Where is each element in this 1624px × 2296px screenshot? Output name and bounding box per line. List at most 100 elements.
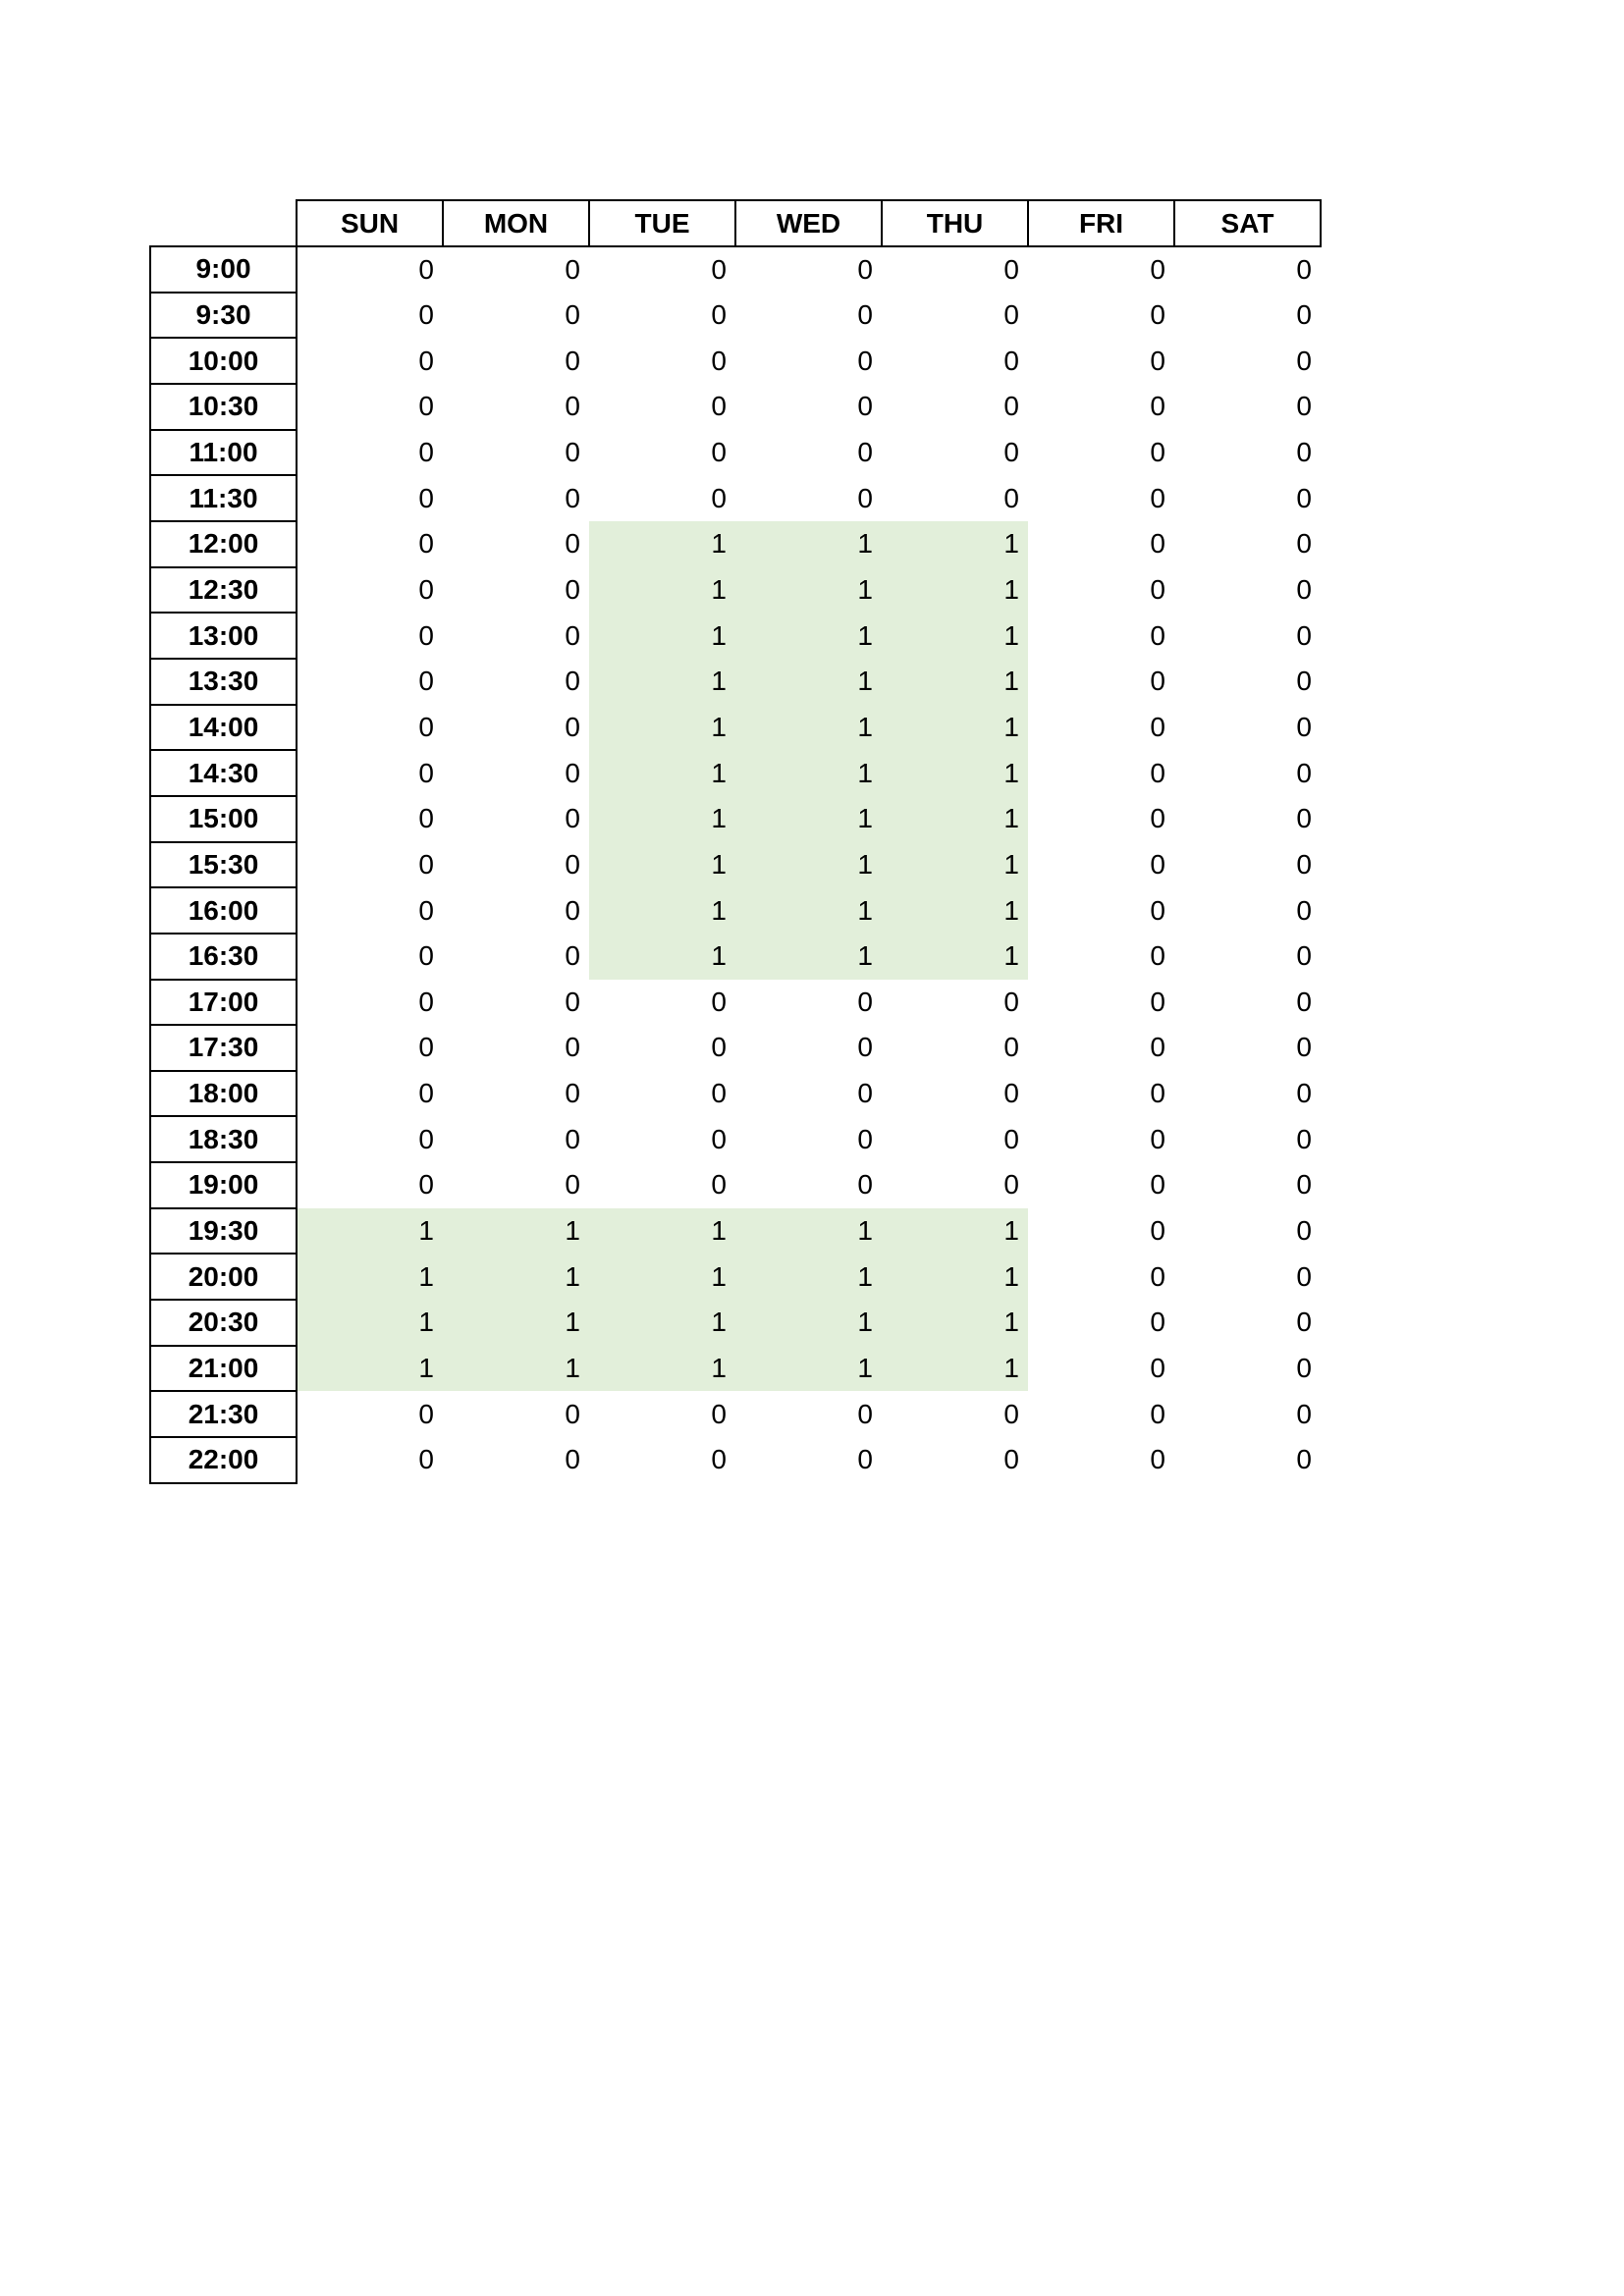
slot-cell-wed: 1 bbox=[735, 841, 882, 888]
slot-cell-tue: 1 bbox=[589, 1345, 735, 1392]
time-label: 19:30 bbox=[149, 1206, 298, 1255]
slot-cell-wed: 0 bbox=[857, 1169, 873, 1201]
slot-cell-tue: 1 bbox=[589, 704, 735, 751]
slot-cell-tue: 0 bbox=[711, 1032, 727, 1063]
schedule-row: 19:30 1 1 1 1 1 0 0 bbox=[149, 1206, 1321, 1255]
slot-cell-tue: 0 bbox=[711, 1398, 727, 1429]
time-label: 21:30 bbox=[149, 1390, 298, 1439]
schedule-row: 12:00 0 0 1 1 1 0 0 bbox=[149, 519, 1321, 568]
schedule-row: 19:00 0 0 0 0 0 0 0 bbox=[149, 1161, 1321, 1209]
time-label: 20:00 bbox=[149, 1253, 298, 1302]
slot-cell-wed: 0 bbox=[857, 482, 873, 513]
slot-cell-fri: 0 bbox=[1150, 253, 1165, 285]
slot-cell-thu: 0 bbox=[1003, 436, 1019, 467]
slot-cell-sat: 0 bbox=[1296, 1307, 1312, 1338]
slot-cell-sun: 0 bbox=[418, 345, 434, 376]
slot-cell-wed: 0 bbox=[857, 253, 873, 285]
slot-cell-fri: 0 bbox=[1150, 803, 1165, 834]
slot-cell-sat: 0 bbox=[1296, 803, 1312, 834]
slot-cell-fri: 0 bbox=[1150, 848, 1165, 880]
slot-cell-tue: 1 bbox=[589, 841, 735, 888]
slot-cell-sat: 0 bbox=[1296, 1123, 1312, 1154]
schedule-row: 13:30 0 0 1 1 1 0 0 bbox=[149, 657, 1321, 706]
slot-cell-tue: 1 bbox=[589, 750, 735, 796]
slot-cell-tue: 0 bbox=[711, 391, 727, 422]
time-label: 10:30 bbox=[149, 382, 298, 431]
slot-cell-fri: 0 bbox=[1150, 573, 1165, 605]
slot-cell-sat: 0 bbox=[1296, 666, 1312, 697]
schedule-row: 18:30 0 0 0 0 0 0 0 bbox=[149, 1115, 1321, 1164]
slot-cell-tue: 0 bbox=[711, 482, 727, 513]
slot-cell-tue: 1 bbox=[589, 658, 735, 705]
slot-cell-fri: 0 bbox=[1150, 1260, 1165, 1292]
time-label: 19:00 bbox=[149, 1161, 298, 1209]
slot-cell-sun: 0 bbox=[418, 253, 434, 285]
slot-cell-sun: 0 bbox=[418, 1123, 434, 1154]
slot-cell-wed: 1 bbox=[735, 704, 882, 751]
time-label: 13:00 bbox=[149, 612, 298, 660]
slot-cell-sat: 0 bbox=[1296, 573, 1312, 605]
slot-cell-thu: 0 bbox=[1003, 1123, 1019, 1154]
schedule-row: 10:00 0 0 0 0 0 0 0 bbox=[149, 337, 1321, 385]
schedule-row: 22:00 0 0 0 0 0 0 0 bbox=[149, 1436, 1321, 1484]
slot-cell-mon: 0 bbox=[565, 573, 580, 605]
schedule-row: 9:30 0 0 0 0 0 0 0 bbox=[149, 291, 1321, 340]
schedule-row: 9:00 0 0 0 0 0 0 0 bbox=[149, 245, 1321, 294]
slot-cell-mon: 0 bbox=[565, 986, 580, 1017]
slot-cell-sun: 0 bbox=[418, 803, 434, 834]
slot-cell-thu: 1 bbox=[882, 750, 1028, 796]
slot-cell-sat: 0 bbox=[1296, 894, 1312, 926]
schedule-row: 21:00 1 1 1 1 1 0 0 bbox=[149, 1344, 1321, 1393]
slot-cell-sun: 0 bbox=[418, 1398, 434, 1429]
slot-cell-thu: 0 bbox=[1003, 298, 1019, 330]
time-label: 13:30 bbox=[149, 657, 298, 706]
slot-cell-mon: 1 bbox=[443, 1254, 589, 1301]
slot-cell-mon: 0 bbox=[565, 1398, 580, 1429]
slot-cell-sat: 0 bbox=[1296, 253, 1312, 285]
schedule-row: 11:00 0 0 0 0 0 0 0 bbox=[149, 428, 1321, 477]
slot-cell-mon: 0 bbox=[565, 619, 580, 651]
slot-cell-sun: 1 bbox=[297, 1254, 443, 1301]
time-label: 16:30 bbox=[149, 932, 298, 981]
slot-cell-mon: 0 bbox=[565, 391, 580, 422]
slot-cell-thu: 0 bbox=[1003, 1398, 1019, 1429]
schedule-table: SUN MON TUE WED THU FRI SAT 9:00 0 0 0 0 0 0 0 9:30 0 0 0… bbox=[149, 199, 1322, 1484]
slot-cell-thu: 0 bbox=[1003, 391, 1019, 422]
slot-cell-thu: 0 bbox=[1003, 253, 1019, 285]
slot-cell-mon: 0 bbox=[565, 1444, 580, 1475]
slot-cell-tue: 1 bbox=[589, 887, 735, 934]
slot-cell-mon: 1 bbox=[443, 1207, 589, 1255]
slot-cell-wed: 0 bbox=[857, 391, 873, 422]
slot-cell-sun: 0 bbox=[418, 1444, 434, 1475]
slot-cell-thu: 1 bbox=[882, 704, 1028, 751]
slot-cell-wed: 0 bbox=[857, 1123, 873, 1154]
slot-cell-fri: 0 bbox=[1150, 1307, 1165, 1338]
slot-cell-fri: 0 bbox=[1150, 436, 1165, 467]
schedule-body: 9:00 0 0 0 0 0 0 0 9:30 0 0 0 0 0 0 0 10:00 0 0 0 0 0 0 0 10:30 0… bbox=[149, 245, 1321, 1484]
slot-cell-wed: 1 bbox=[735, 613, 882, 659]
time-label: 21:00 bbox=[149, 1344, 298, 1393]
slot-cell-wed: 0 bbox=[857, 1078, 873, 1109]
slot-cell-mon: 0 bbox=[565, 298, 580, 330]
slot-cell-thu: 1 bbox=[882, 887, 1028, 934]
slot-cell-sat: 0 bbox=[1296, 482, 1312, 513]
slot-cell-wed: 0 bbox=[857, 1032, 873, 1063]
slot-cell-fri: 0 bbox=[1150, 757, 1165, 788]
schedule-header: SUN MON TUE WED THU FRI SAT bbox=[150, 199, 1322, 247]
slot-cell-mon: 0 bbox=[565, 666, 580, 697]
slot-cell-sun: 1 bbox=[297, 1345, 443, 1392]
slot-cell-thu: 1 bbox=[882, 1207, 1028, 1255]
slot-cell-fri: 0 bbox=[1150, 298, 1165, 330]
schedule-row: 17:30 0 0 0 0 0 0 0 bbox=[149, 1024, 1321, 1072]
schedule-row: 15:00 0 0 1 1 1 0 0 bbox=[149, 794, 1321, 843]
schedule-row: 14:00 0 0 1 1 1 0 0 bbox=[149, 703, 1321, 752]
slot-cell-thu: 0 bbox=[1003, 1078, 1019, 1109]
slot-cell-fri: 0 bbox=[1150, 528, 1165, 560]
slot-cell-wed: 1 bbox=[735, 750, 882, 796]
slot-cell-sun: 0 bbox=[418, 986, 434, 1017]
slot-cell-sat: 0 bbox=[1296, 1398, 1312, 1429]
time-label: 11:00 bbox=[149, 428, 298, 477]
time-label: 15:00 bbox=[149, 794, 298, 843]
time-label: 18:00 bbox=[149, 1069, 298, 1118]
time-label: 11:30 bbox=[149, 474, 298, 522]
